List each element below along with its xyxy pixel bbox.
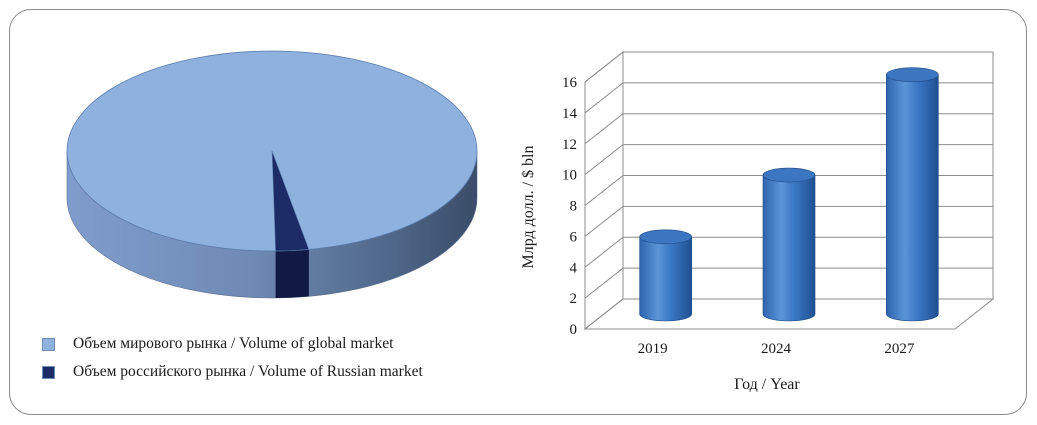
legend-swatch-global [42,337,55,351]
x-tick-label: 2019 [638,341,668,357]
bar-2024 [762,167,816,322]
y-tick-label: 10 [562,168,577,184]
bars [639,67,939,322]
gridline [584,236,993,268]
y-tick-label: 0 [570,322,578,338]
bar-cap [762,167,816,183]
y-axis-title: Млрд долл. / $ bln [520,146,537,269]
x-axis-title: Год / Year [734,376,800,393]
legend-item-global: Объем мирового рынка / Volume of global … [42,330,423,358]
y-tick-label: 8 [570,199,578,215]
bar-2027 [886,67,939,322]
y-tick-labels: 0 2 4 6 8 10 12 14 16 [562,75,578,338]
pie-slice-russian [271,150,310,252]
pie-legend: Объем мирового рынка / Volume of global … [42,330,423,386]
legend-item-russian: Объем российского рынка / Volume of Russ… [42,358,423,386]
bar-body [886,74,939,322]
gridline [584,51,993,83]
gridlines [584,51,993,330]
gridline [584,113,993,145]
legend-swatch-russian [42,365,55,379]
y-tick-label: 4 [570,260,578,276]
y-tick-label: 2 [570,291,578,307]
bar-cap [886,67,939,83]
gridline [584,205,993,237]
gridline [584,298,993,330]
x-tick-labels: 2019 2024 2027 [638,341,915,357]
y-tick-label: 6 [570,229,578,245]
x-tick-label: 2024 [761,341,792,357]
bar-body [762,174,816,322]
gridline [584,82,993,114]
x-tick-label: 2027 [884,341,915,357]
y-tick-label: 14 [562,106,578,122]
bar-body [639,236,692,322]
bar-2019 [639,229,692,322]
bar-cap [639,229,692,245]
y-tick-label: 12 [562,137,577,153]
gridline [584,144,993,176]
legend-label-global: Объем мирового рынка / Volume of global … [73,335,394,352]
y-tick-label: 16 [562,75,578,91]
gridline [584,175,993,206]
pie-slice-russian-side [275,249,309,298]
bar-chart: 0 2 4 6 8 10 12 14 16 2019 2024 2027 Год / Year Мл… [520,50,995,393]
gridline [584,267,993,299]
pie-chart [66,50,478,299]
legend-label-russian: Объем российского рынка / Volume of Russ… [73,363,423,380]
